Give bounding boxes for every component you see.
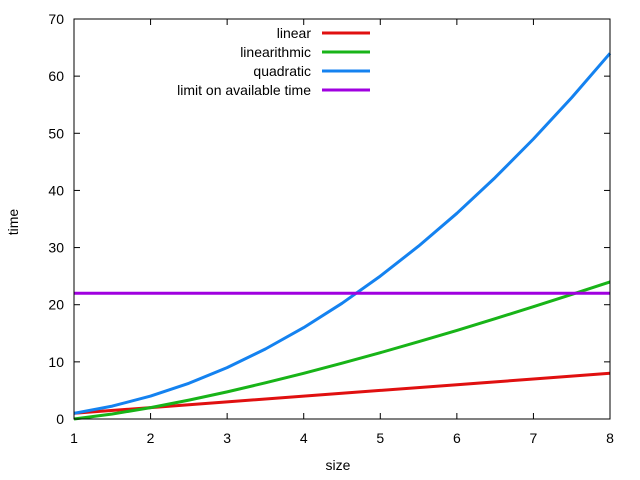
x-tick-label: 3 <box>223 430 231 446</box>
x-tick-label: 1 <box>70 430 78 446</box>
y-tick-label: 10 <box>48 354 64 370</box>
legend: linear linearithmic quadratic limit on avai… <box>177 25 370 98</box>
x-tick-label: 5 <box>376 430 384 446</box>
y-tick-label: 0 <box>56 411 64 427</box>
legend-label: quadratic <box>253 63 311 79</box>
plot-lines <box>73 52 612 421</box>
x-tick-label: 7 <box>530 430 538 446</box>
y-tick-label: 30 <box>48 240 64 256</box>
y-tick-label: 50 <box>48 125 64 141</box>
series-line-linear <box>73 371 611 415</box>
x-axis-title: size <box>326 457 351 473</box>
x-tick-label: 4 <box>300 430 308 446</box>
y-tick-label: 70 <box>48 11 64 27</box>
x-tick-label: 6 <box>453 430 461 446</box>
plot-frame <box>73 18 611 420</box>
y-tick-label: 20 <box>48 297 64 313</box>
series-line-linearithmic <box>73 280 611 421</box>
x-tick-label: 2 <box>147 430 155 446</box>
y-tick-label: 60 <box>48 68 64 84</box>
axis-ticks: 1 2 3 4 5 6 7 8 0 10 20 30 40 50 60 70 <box>48 11 614 446</box>
legend-label: limit on available time <box>177 82 311 98</box>
y-tick-label: 40 <box>48 182 64 198</box>
legend-label: linearithmic <box>240 44 311 60</box>
y-axis-title: time <box>5 209 21 236</box>
legend-label: linear <box>277 25 312 41</box>
series-line-quadratic <box>73 52 612 415</box>
x-tick-label: 8 <box>606 430 614 446</box>
